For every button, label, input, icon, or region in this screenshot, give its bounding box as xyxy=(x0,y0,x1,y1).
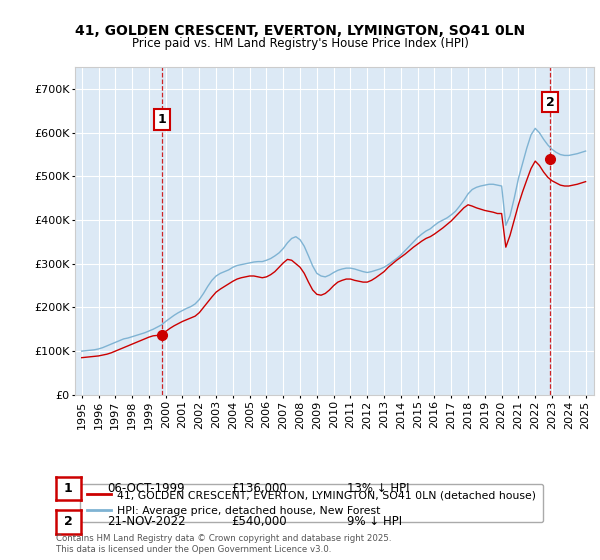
Text: 21-NOV-2022: 21-NOV-2022 xyxy=(107,515,185,529)
Text: 9% ↓ HPI: 9% ↓ HPI xyxy=(347,515,402,529)
Text: Contains HM Land Registry data © Crown copyright and database right 2025.: Contains HM Land Registry data © Crown c… xyxy=(56,534,391,543)
Text: 41, GOLDEN CRESCENT, EVERTON, LYMINGTON, SO41 0LN: 41, GOLDEN CRESCENT, EVERTON, LYMINGTON,… xyxy=(75,24,525,38)
Text: Price paid vs. HM Land Registry's House Price Index (HPI): Price paid vs. HM Land Registry's House … xyxy=(131,37,469,50)
Text: This data is licensed under the Open Government Licence v3.0.: This data is licensed under the Open Gov… xyxy=(56,545,331,554)
Text: 2: 2 xyxy=(546,96,554,109)
Text: 06-OCT-1999: 06-OCT-1999 xyxy=(107,482,184,495)
Text: £136,000: £136,000 xyxy=(231,482,287,495)
Text: 13% ↓ HPI: 13% ↓ HPI xyxy=(347,482,409,495)
Text: £540,000: £540,000 xyxy=(231,515,287,529)
Text: 1: 1 xyxy=(64,482,73,495)
Text: 1: 1 xyxy=(157,113,166,126)
Legend: 41, GOLDEN CRESCENT, EVERTON, LYMINGTON, SO41 0LN (detached house), HPI: Average: 41, GOLDEN CRESCENT, EVERTON, LYMINGTON,… xyxy=(80,484,543,522)
Text: 2: 2 xyxy=(64,515,73,529)
